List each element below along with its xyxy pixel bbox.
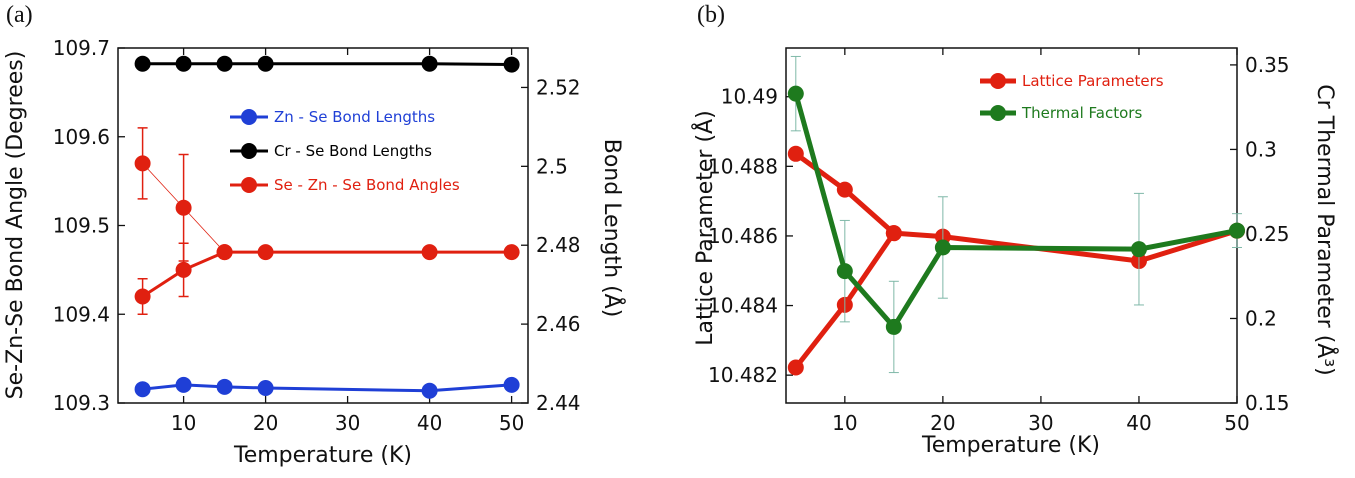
y-right-tick-label: 2.46 bbox=[536, 312, 581, 336]
x-tick-label: 10 bbox=[832, 411, 857, 435]
x-tick-label: 40 bbox=[417, 411, 442, 435]
x-tick-label: 30 bbox=[1028, 411, 1053, 435]
data-point bbox=[134, 55, 151, 72]
x-tick-label: 50 bbox=[499, 411, 524, 435]
data-point bbox=[421, 244, 438, 261]
data-point bbox=[503, 376, 520, 393]
data-point bbox=[836, 263, 853, 280]
y-left-tick-label: 109.4 bbox=[53, 302, 110, 326]
y-left-tick-label: 10.49 bbox=[721, 85, 778, 109]
y-left-axis-title: Lattice Parameter (Å) bbox=[691, 110, 718, 345]
data-point bbox=[787, 145, 804, 162]
y-right-tick-label: 0.3 bbox=[1245, 137, 1277, 161]
y-right-tick-label: 2.52 bbox=[536, 75, 581, 99]
data-point bbox=[175, 261, 192, 278]
y-left-tick-label: 109.7 bbox=[53, 36, 110, 60]
y-left-tick-label: 109.6 bbox=[53, 125, 110, 149]
legend-label: Se - Zn - Se Bond Angles bbox=[274, 176, 460, 194]
y-right-tick-label: 2.44 bbox=[536, 391, 581, 415]
plot-frame bbox=[117, 47, 529, 404]
data-point bbox=[885, 225, 902, 242]
data-point bbox=[175, 376, 192, 393]
data-point bbox=[503, 56, 520, 73]
y-left-tick-label: 10.486 bbox=[708, 224, 778, 248]
y-right-axis-title: Cr Thermal Parameter (Å³) bbox=[1312, 84, 1339, 375]
data-point bbox=[134, 288, 151, 305]
data-point bbox=[1130, 241, 1147, 258]
y-right-tick-label: 2.5 bbox=[536, 154, 568, 178]
data-point bbox=[257, 244, 274, 261]
y-left-tick-label: 10.482 bbox=[708, 363, 778, 387]
legend-label: Zn - Se Bond Lengths bbox=[274, 108, 435, 126]
data-point bbox=[787, 85, 804, 102]
x-tick-label: 20 bbox=[930, 411, 955, 435]
data-point bbox=[1229, 222, 1245, 239]
series-line bbox=[141, 250, 512, 298]
legend-marker bbox=[241, 143, 257, 159]
panel-a: (a) 10 20 30 40 50 109.3 109.4 109.5 109.6 109.7 2.… bbox=[3, 2, 626, 468]
y-left-tick-label: 109.5 bbox=[53, 214, 110, 238]
y-right-axis-title: Bond Length (Å) bbox=[599, 139, 626, 318]
x-tick-label: 10 bbox=[171, 411, 196, 435]
panel-b: (b) 10 20 30 40 50 10.482 10.484 10.486 10.488 10.… bbox=[691, 2, 1339, 458]
panel-label: (a) bbox=[6, 2, 33, 28]
series-line bbox=[142, 383, 512, 393]
plot-frame bbox=[785, 47, 1238, 404]
data-point bbox=[257, 380, 274, 397]
series-line bbox=[793, 228, 1238, 370]
y-left-tick-label: 109.3 bbox=[53, 391, 110, 415]
data-point bbox=[175, 55, 192, 72]
x-tick-label: 30 bbox=[335, 411, 360, 435]
x-axis-title: Temperature (K) bbox=[921, 433, 1100, 458]
data-point bbox=[134, 381, 151, 398]
data-point bbox=[175, 199, 192, 216]
legend-marker bbox=[990, 105, 1006, 121]
data-point bbox=[934, 239, 951, 256]
legend-marker bbox=[241, 109, 257, 125]
data-point bbox=[421, 55, 438, 72]
y-right-tick-label: 0.25 bbox=[1245, 222, 1290, 246]
x-tick-label: 50 bbox=[1224, 411, 1249, 435]
legend-label: Thermal Factors bbox=[1021, 104, 1142, 122]
x-axis-title: Temperature (K) bbox=[233, 443, 412, 468]
data-point bbox=[787, 359, 804, 376]
y-right-tick-label: 2.48 bbox=[536, 233, 581, 257]
y-left-axis-title: Se-Zn-Se Bond Angle (Degrees) bbox=[3, 51, 28, 400]
panel-label: (b) bbox=[697, 2, 725, 28]
series-line bbox=[142, 62, 512, 67]
y-right-tick-label: 0.2 bbox=[1245, 306, 1277, 330]
data-point bbox=[885, 318, 902, 335]
data-point bbox=[836, 181, 853, 198]
data-point bbox=[257, 55, 274, 72]
y-right-tick-label: 0.35 bbox=[1245, 53, 1290, 77]
data-point bbox=[216, 244, 233, 261]
data-point bbox=[216, 378, 233, 395]
legend-label: Lattice Parameters bbox=[1022, 72, 1164, 90]
legend-marker bbox=[990, 73, 1006, 89]
data-point bbox=[134, 155, 151, 172]
data-point bbox=[421, 382, 438, 399]
series-line bbox=[793, 92, 1238, 330]
y-left-tick-label: 10.484 bbox=[708, 294, 778, 318]
x-tick-label: 20 bbox=[253, 411, 278, 435]
y-left-tick-label: 10.488 bbox=[708, 154, 778, 178]
data-point bbox=[503, 244, 520, 261]
x-tick-label: 40 bbox=[1126, 411, 1151, 435]
legend-marker bbox=[241, 177, 257, 193]
data-point bbox=[216, 55, 233, 72]
legend-label: Cr - Se Bond Lengths bbox=[274, 142, 432, 160]
y-right-tick-label: 0.15 bbox=[1245, 391, 1290, 415]
